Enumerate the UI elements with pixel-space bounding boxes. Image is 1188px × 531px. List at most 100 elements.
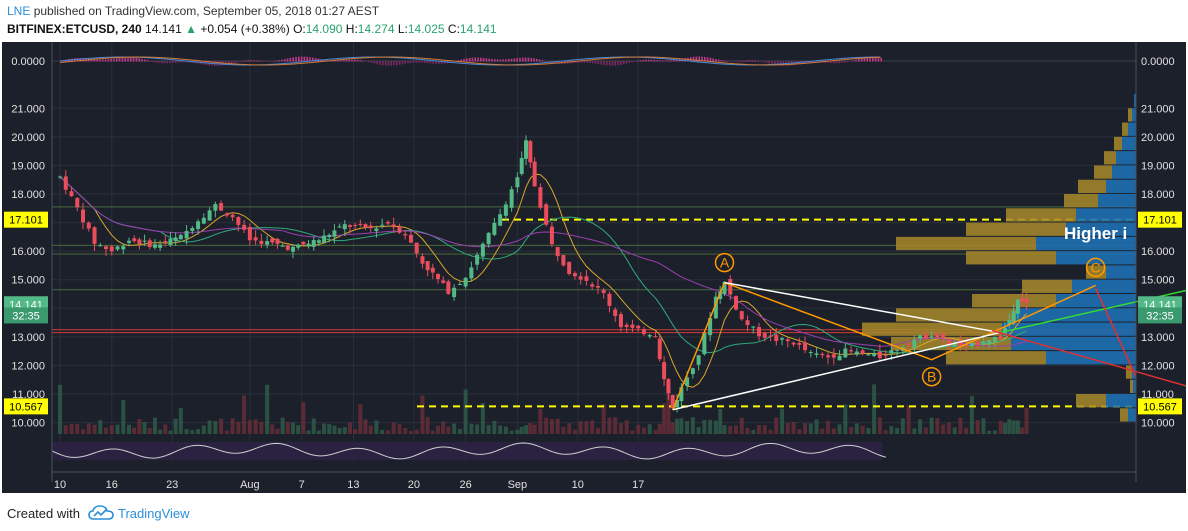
volume-bar [259, 421, 264, 434]
volume-profile-down-bar [1114, 136, 1122, 151]
volume-bar [854, 423, 859, 434]
volume-bar [1024, 407, 1029, 434]
y-tick-label-left: 10.000 [11, 418, 45, 430]
macd-histogram-bar [572, 61, 574, 64]
candle-body [958, 340, 963, 347]
candle-body [337, 226, 342, 228]
volume-bar [713, 420, 718, 434]
volume-bar [918, 419, 923, 434]
candle-body [653, 336, 658, 338]
macd-histogram-bar [261, 60, 264, 62]
macd-histogram-bar [253, 60, 255, 62]
created-with-text: Created with [7, 506, 80, 521]
candle-body [929, 336, 934, 338]
volume-bar [528, 422, 533, 434]
volume-bar [322, 423, 327, 434]
volume-bar [679, 418, 684, 434]
macd-histogram-bar [228, 61, 230, 65]
macd-histogram-bar [440, 61, 443, 64]
bearish-target-arrow [991, 329, 1188, 388]
volume-profile-up-bar [1112, 165, 1136, 179]
tradingview-brand-link[interactable]: TradingView [118, 506, 190, 521]
macd-histogram-bar [121, 57, 124, 62]
volume-profile-down-bar [1120, 408, 1128, 422]
macd-histogram-bar [289, 57, 292, 62]
candle-body [1011, 310, 1016, 324]
candle-body [636, 325, 641, 329]
macd-histogram-bar [230, 61, 233, 64]
macd-histogram-bar [852, 60, 854, 62]
author-link[interactable]: LNE [7, 4, 31, 18]
volume-bar [630, 430, 635, 434]
candle-body [918, 335, 923, 339]
macd-histogram-bar [284, 59, 286, 62]
volume-bar [1007, 419, 1012, 434]
volume-bar [270, 424, 275, 434]
volume-bar [492, 420, 497, 434]
candle-body [975, 341, 980, 346]
macd-histogram-bar [496, 59, 499, 62]
volume-bar [509, 430, 514, 434]
tradingview-cloud-logo-icon[interactable] [88, 504, 114, 522]
candle-body [158, 244, 163, 248]
volume-bar [768, 429, 773, 434]
macd-histogram-bar [631, 61, 633, 63]
macd-histogram-bar [505, 59, 507, 62]
volume-profile-down-bar [1006, 208, 1076, 222]
macd-histogram-bar [258, 60, 261, 62]
price-chart[interactable]: A B C Higher i 21.000 21.000 20.000 20.000 19.0… [2, 42, 1188, 493]
macd-histogram-bar [516, 58, 518, 62]
candle-body [92, 227, 97, 244]
macd-histogram-bar [345, 59, 348, 62]
volume-profile-up-bar [1011, 336, 1136, 351]
macd-histogram-bar [424, 61, 426, 64]
candle-body [528, 141, 533, 163]
macd-histogram-bar [99, 59, 101, 62]
macd-histogram-bar [314, 58, 317, 62]
volume-bar [906, 405, 911, 434]
candle-body [567, 261, 572, 274]
volume-bar [224, 430, 229, 434]
volume-bar [675, 418, 680, 434]
macd-histogram-bar [130, 57, 132, 62]
y-tick-label-right: 13.000 [1141, 332, 1175, 344]
volume-bar [843, 404, 848, 434]
candle-body [178, 234, 183, 240]
macd-axis-label-left: 0.0000 [11, 56, 45, 68]
candle-body [578, 276, 583, 280]
macd-histogram-bar [309, 57, 311, 62]
candle-body [555, 247, 560, 257]
x-tick-label: 7 [299, 479, 305, 491]
symbol-quote-line: BITFINEX:ETCUSD, 240 14.141 ▲ +0.054 (+0… [7, 22, 497, 36]
volume-bar [86, 423, 91, 434]
volume-bar [486, 425, 491, 434]
macd-histogram-bar [415, 61, 418, 63]
macd-histogram-bar [575, 61, 577, 64]
candle-body [265, 241, 270, 245]
macd-histogram-bar [340, 60, 342, 62]
y-tick-label-left: 15.000 [11, 275, 45, 287]
macd-histogram-bar [96, 59, 98, 62]
moving-averages [59, 173, 1027, 388]
macd-histogram-bar [102, 59, 104, 62]
volume-profile-up-bar [1122, 136, 1136, 151]
price-label-right: 32:35 [1146, 310, 1174, 322]
macd-histogram-bar [510, 58, 513, 62]
macd-histogram-bar [432, 61, 434, 64]
volume-bar [900, 418, 905, 434]
macd-histogram-bar [373, 61, 376, 64]
macd-histogram-bar [438, 61, 440, 64]
candle-body [163, 241, 168, 243]
volume-profile-down-bar [1126, 365, 1132, 379]
macd-histogram-bar [771, 61, 773, 65]
y-tick-label-right: 16.000 [1141, 246, 1175, 258]
chart-frame[interactable]: A B C Higher i 21.000 21.000 20.000 20.000 19.0… [2, 42, 1188, 493]
volume-bar [152, 417, 157, 434]
macd-histogram-bar [110, 58, 112, 62]
volume-bar [441, 421, 446, 434]
macd-histogram-bar [774, 61, 776, 65]
macd-histogram-bar [695, 56, 698, 62]
macd-histogram-bar [93, 59, 96, 62]
volume-bar [163, 424, 168, 434]
macd-histogram-bar [149, 60, 152, 62]
